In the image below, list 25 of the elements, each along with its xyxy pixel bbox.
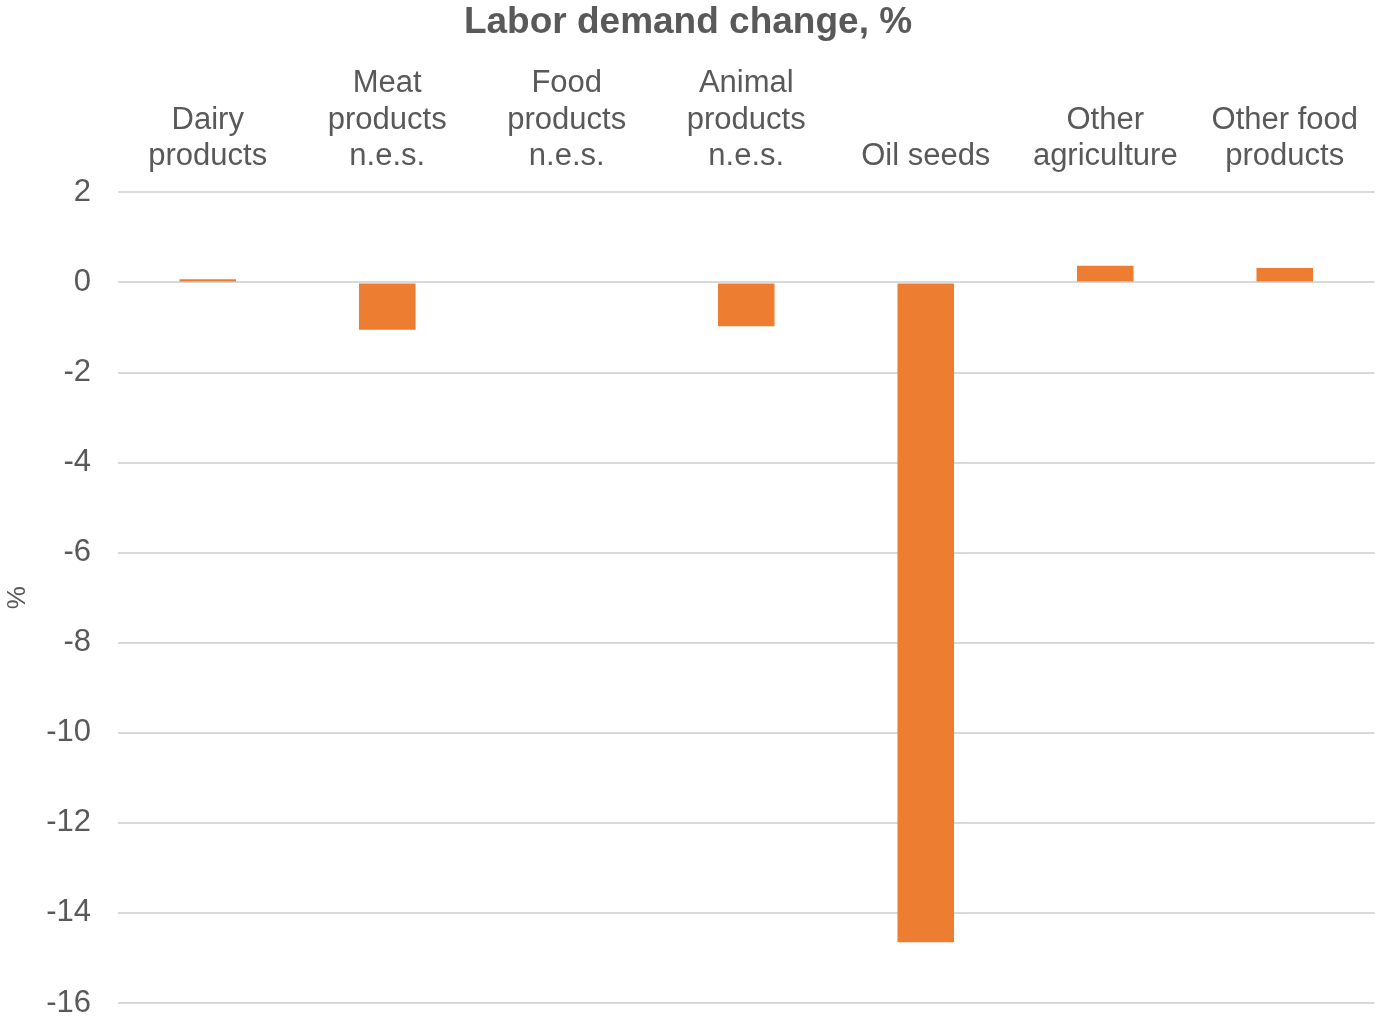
x-tick-label: Other agriculture: [1032, 100, 1178, 172]
bar: [1076, 265, 1134, 282]
bar: [897, 283, 955, 943]
y-axis-title: %: [0, 586, 31, 610]
y-tick-label: -8: [63, 623, 91, 659]
y-tick-label: 2: [73, 172, 91, 208]
x-tick-label: Other food products: [1211, 100, 1358, 172]
chart-title: Labor demand change, %: [463, 0, 913, 42]
y-tick-label: -4: [63, 443, 91, 479]
y-tick-label: -2: [63, 353, 91, 389]
x-tick-label: Animal products n.e.s.: [686, 64, 806, 172]
x-tick-label: Meat products n.e.s.: [327, 64, 447, 172]
y-tick-label: -14: [46, 893, 91, 929]
bar: [717, 283, 775, 327]
x-tick-label: Oil seeds: [861, 136, 991, 172]
y-tick-label: -6: [63, 533, 91, 569]
y-tick-label: 0: [73, 263, 91, 299]
y-tick-label: -12: [46, 803, 91, 839]
x-tick-label: Food products n.e.s.: [507, 64, 627, 172]
bar: [179, 279, 237, 282]
y-tick-label: -10: [46, 713, 91, 749]
bar: [358, 283, 416, 330]
bar: [1256, 268, 1314, 282]
x-tick-label: Dairy products: [148, 100, 268, 172]
y-tick-label: -16: [46, 983, 91, 1018]
